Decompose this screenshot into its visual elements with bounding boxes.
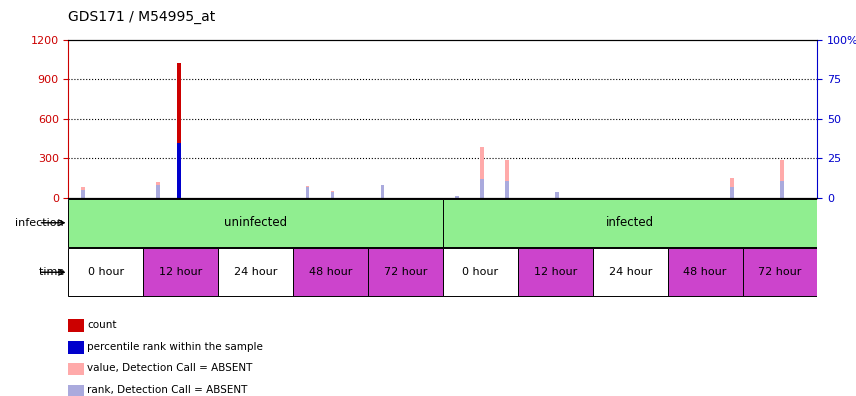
Text: 12 hour: 12 hour [533, 267, 577, 277]
Bar [443, 199, 817, 246]
Bar [368, 249, 443, 296]
Text: 12 hour: 12 hour [159, 267, 203, 277]
Bar [330, 192, 335, 198]
Bar [218, 249, 293, 296]
Text: rank, Detection Call = ABSENT: rank, Detection Call = ABSENT [87, 385, 247, 395]
Bar [381, 185, 384, 198]
Bar [177, 63, 181, 198]
Bar [780, 160, 784, 198]
Bar [505, 160, 509, 198]
Bar [480, 179, 484, 198]
Text: GDS171 / M54995_at: GDS171 / M54995_at [68, 10, 216, 24]
Bar [668, 249, 742, 296]
Bar [177, 143, 181, 198]
Bar [156, 185, 159, 198]
Text: 0 hour: 0 hour [462, 267, 498, 277]
Bar [156, 182, 159, 198]
Bar [742, 249, 817, 296]
Bar [293, 249, 368, 296]
Bar [780, 181, 784, 198]
Text: value, Detection Call = ABSENT: value, Detection Call = ABSENT [87, 363, 253, 373]
Text: 24 hour: 24 hour [234, 267, 277, 277]
Bar [730, 178, 734, 198]
Bar [81, 187, 85, 198]
Text: time: time [39, 267, 68, 277]
Text: infected: infected [606, 216, 654, 229]
Bar [455, 196, 459, 198]
Bar [556, 192, 559, 198]
Bar [518, 249, 592, 296]
Bar [592, 249, 668, 296]
Text: 72 hour: 72 hour [383, 267, 427, 277]
Text: uninfected: uninfected [224, 216, 288, 229]
Text: 0 hour: 0 hour [88, 267, 124, 277]
Text: percentile rank within the sample: percentile rank within the sample [87, 341, 263, 352]
Bar [443, 249, 518, 296]
Text: infection: infection [15, 218, 68, 228]
Bar [306, 186, 309, 198]
Bar [81, 190, 85, 198]
Bar [143, 249, 218, 296]
Bar [306, 187, 309, 198]
Bar [505, 181, 509, 198]
Bar [480, 147, 484, 198]
Text: 48 hour: 48 hour [683, 267, 727, 277]
Text: count: count [87, 320, 116, 330]
Bar [68, 199, 443, 246]
Bar [730, 187, 734, 198]
Bar [330, 191, 335, 198]
Bar [381, 186, 384, 198]
Text: 48 hour: 48 hour [309, 267, 353, 277]
Text: 24 hour: 24 hour [609, 267, 652, 277]
Bar [68, 249, 143, 296]
Text: 72 hour: 72 hour [758, 267, 802, 277]
